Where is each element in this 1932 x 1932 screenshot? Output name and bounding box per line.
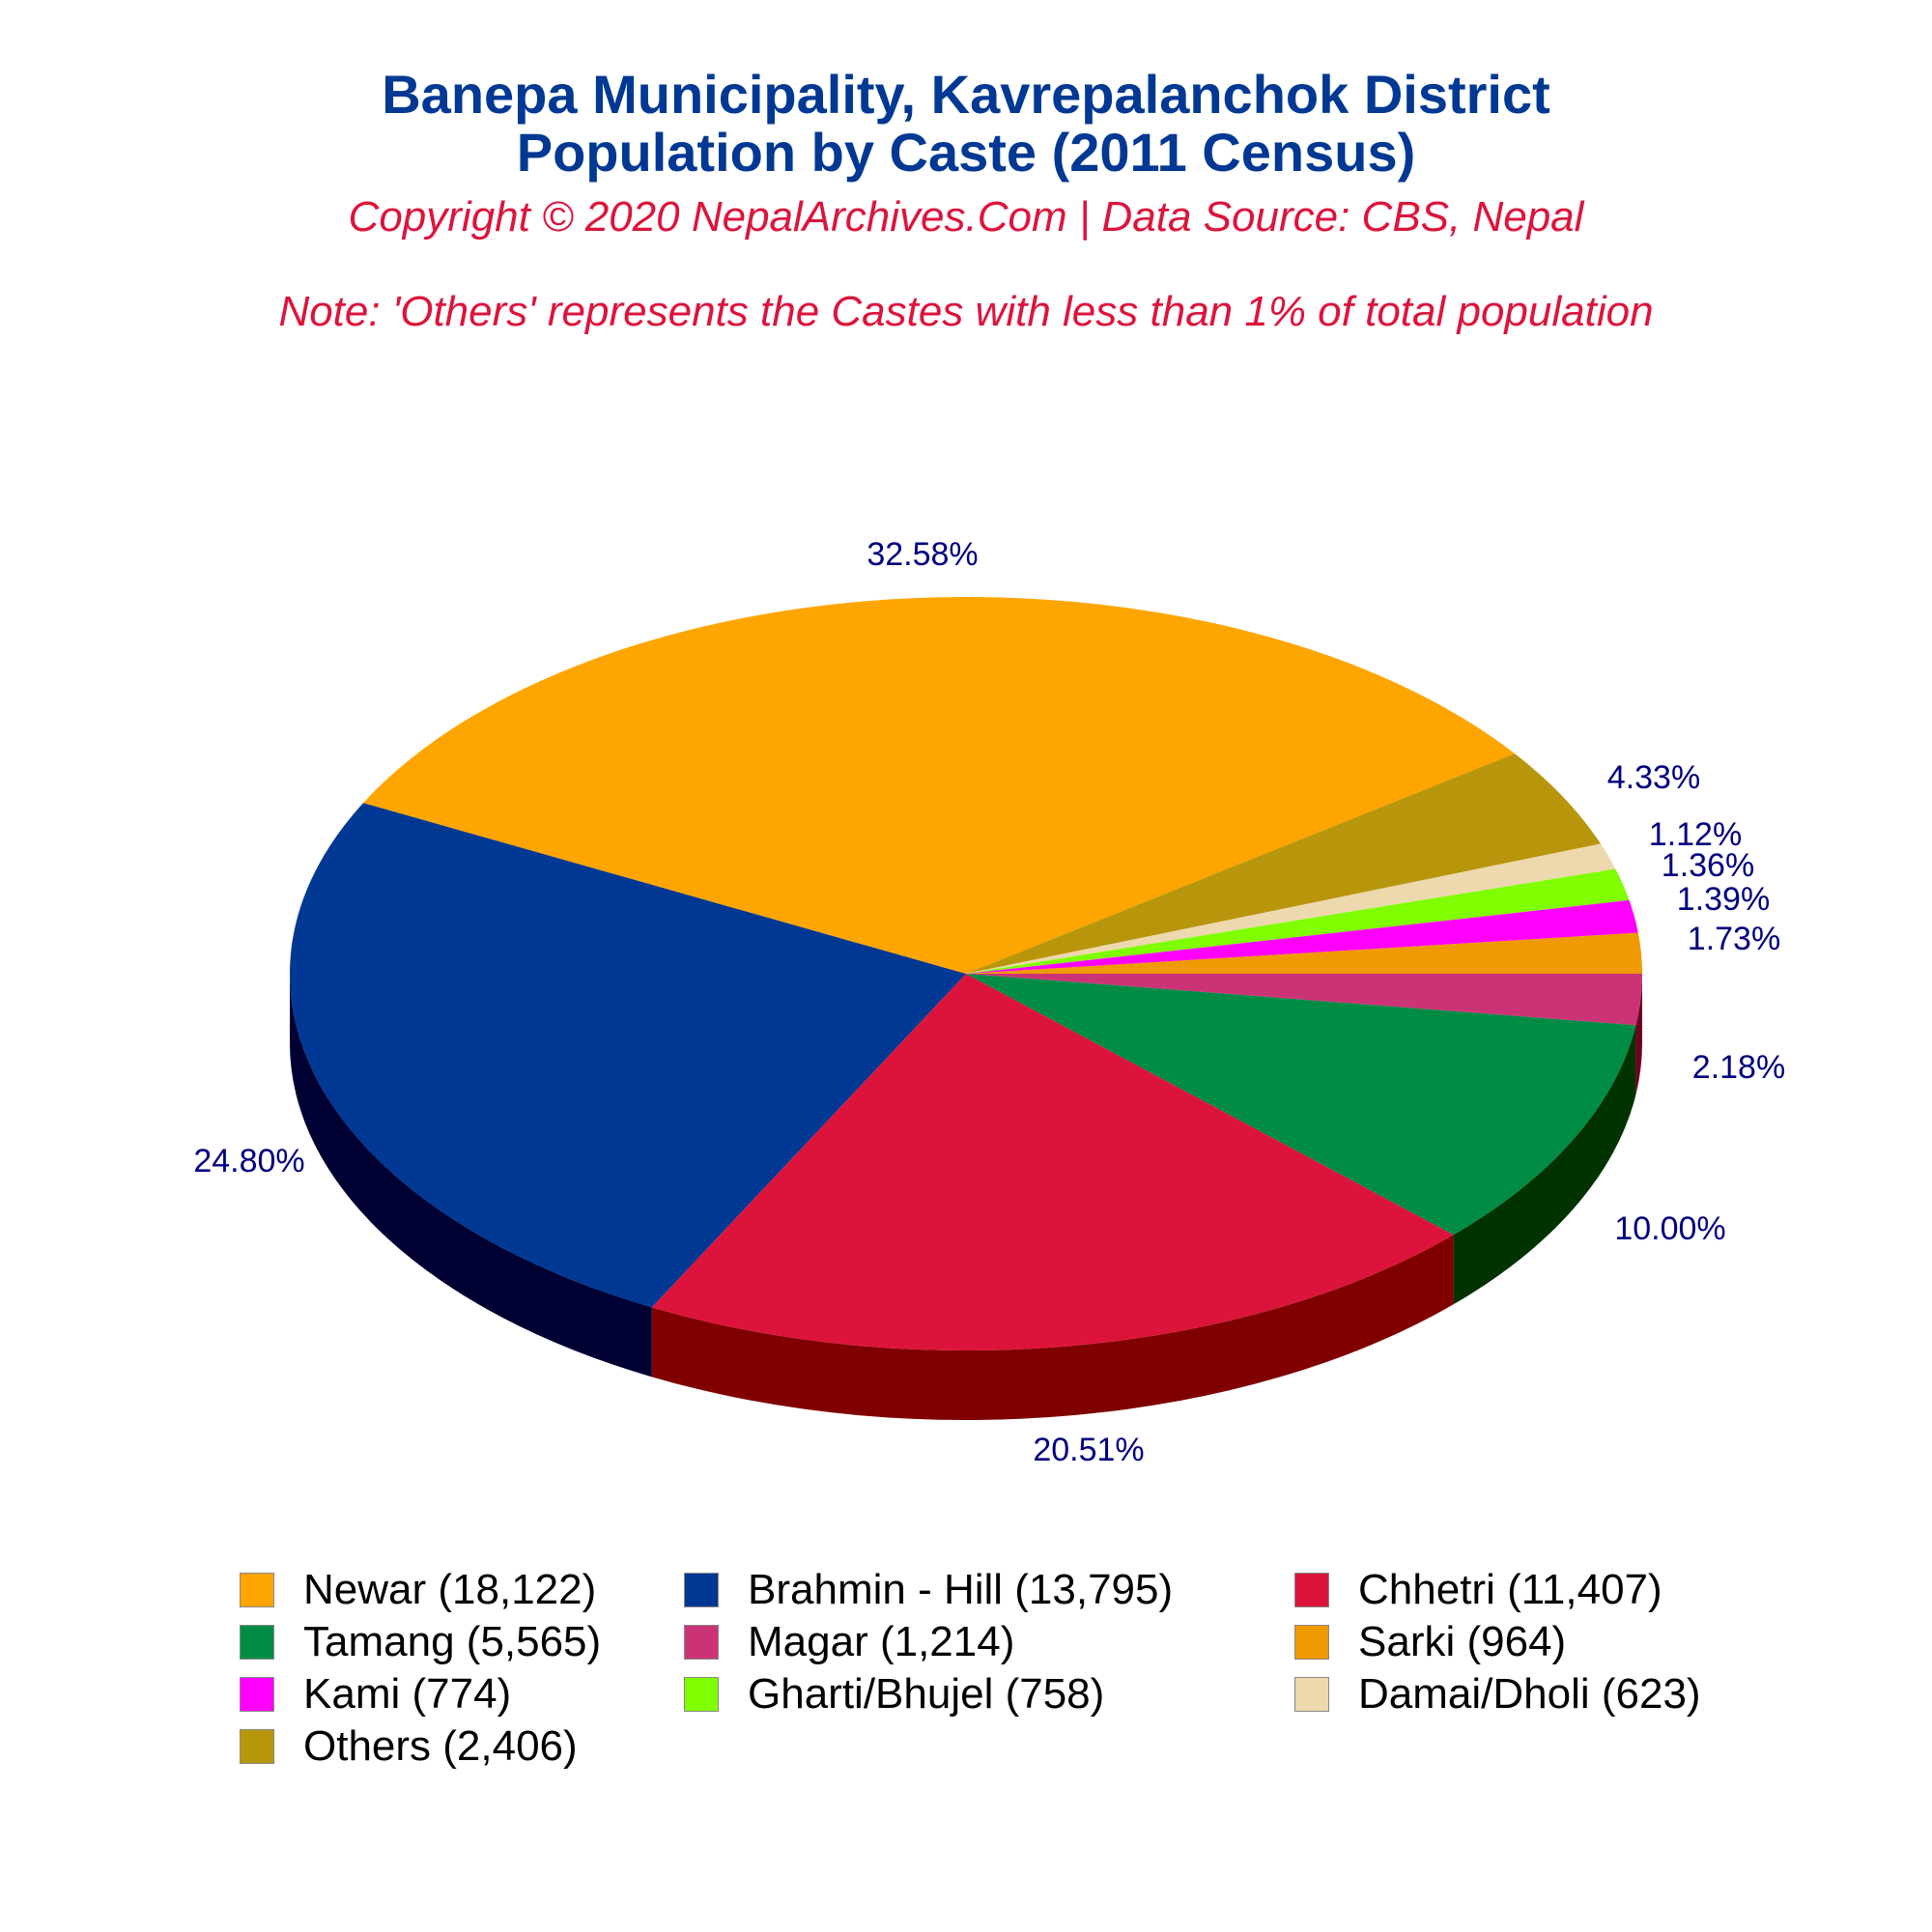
legend-item-sarki: Sarki (964) — [1294, 1617, 1566, 1667]
legend-swatch — [684, 1573, 719, 1607]
legend-item-magar: Magar (1,214) — [684, 1617, 1014, 1667]
pie-side-brahmin-hill — [290, 974, 652, 1378]
legend-swatch — [684, 1625, 719, 1660]
note-text: Note: 'Others' represents the Castes wit… — [278, 288, 1654, 335]
legend-label: Gharti/Bhujel (758) — [748, 1670, 1105, 1718]
legend-swatch — [240, 1625, 274, 1660]
legend-swatch — [684, 1677, 719, 1712]
pie-slice-newar — [363, 597, 1516, 974]
pie-side-chhetri — [651, 1235, 1454, 1420]
legend-label: Tamang (5,565) — [303, 1618, 602, 1665]
legend-item-brahmin-hill: Brahmin - Hill (13,795) — [684, 1565, 1173, 1615]
percent-label-brahmin-hill: 24.80% — [193, 1143, 304, 1179]
legend-label: Others (2,406) — [303, 1722, 578, 1770]
pie-slice-tamang — [966, 974, 1636, 1236]
pie-sides — [290, 974, 1642, 1420]
legend-label: Magar (1,214) — [748, 1618, 1015, 1665]
chart-title-line2: Population by Caste (2011 Census) — [516, 122, 1416, 183]
legend-label: Damai/Dholi (623) — [1358, 1670, 1701, 1718]
legend-swatch — [1294, 1573, 1329, 1607]
legend-item-damai-dholi: Damai/Dholi (623) — [1294, 1669, 1701, 1719]
legend-swatch — [1294, 1625, 1329, 1660]
legend-label: Kami (774) — [303, 1670, 512, 1718]
legend-label: Chhetri (11,407) — [1358, 1566, 1662, 1613]
legend-label: Newar (18,122) — [303, 1566, 597, 1613]
percent-label-newar: 32.58% — [867, 536, 978, 573]
pie-slice-kami — [966, 899, 1638, 974]
pie-side-tamang — [1453, 1025, 1636, 1305]
pie-side-magar — [1635, 974, 1642, 1095]
legend-label: Sarki (964) — [1358, 1618, 1567, 1665]
legend-swatch — [240, 1573, 274, 1607]
percent-label-damai-dholi: 1.12% — [1649, 816, 1742, 853]
percent-label-tamang: 10.00% — [1614, 1210, 1725, 1247]
percent-label-sarki: 1.73% — [1688, 921, 1780, 957]
percent-label-magar: 2.18% — [1692, 1049, 1785, 1086]
copyright-text: Copyright © 2020 NepalArchives.Com | Dat… — [348, 193, 1584, 241]
legend-swatch — [1294, 1677, 1329, 1712]
legend-item-tamang: Tamang (5,565) — [240, 1617, 601, 1667]
legend-swatch — [240, 1677, 274, 1712]
pie-slice-gharti-bhujel — [966, 868, 1630, 974]
legend-item-kami: Kami (774) — [240, 1669, 511, 1719]
pie-slice-damai-dholi — [966, 843, 1616, 974]
pie-slice-magar — [966, 974, 1642, 1026]
legend-item-others: Others (2,406) — [240, 1721, 578, 1772]
legend-item-chhetri: Chhetri (11,407) — [1294, 1565, 1662, 1615]
legend-item-newar: Newar (18,122) — [240, 1565, 596, 1615]
pie-slice-chhetri — [651, 974, 1454, 1350]
pie-slices — [290, 597, 1642, 1350]
pie-slice-others — [966, 753, 1602, 974]
percent-label-gharti-bhujel: 1.36% — [1662, 847, 1754, 884]
percent-label-others: 4.33% — [1607, 759, 1700, 796]
legend-item-gharti-bhujel: Gharti/Bhujel (758) — [684, 1669, 1104, 1719]
pie-slice-brahmin-hill — [290, 803, 966, 1308]
pie-percent-labels: 32.58%24.80%20.51%10.00%2.18%1.73%1.39%1… — [193, 536, 1785, 1468]
percent-label-kami: 1.39% — [1677, 881, 1770, 918]
legend-label: Brahmin - Hill (13,795) — [748, 1566, 1174, 1613]
chart-title-line1: Banepa Municipality, Kavrepalanchok Dist… — [382, 64, 1550, 125]
pie-slice-sarki — [966, 932, 1642, 974]
percent-label-chhetri: 20.51% — [1033, 1432, 1144, 1468]
legend-swatch — [240, 1729, 274, 1764]
